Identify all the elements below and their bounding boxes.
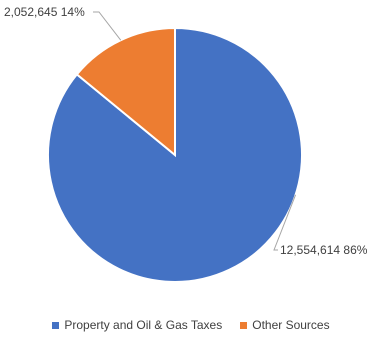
legend-swatch-blue — [52, 321, 60, 329]
data-label: 12,554,614 86% — [280, 243, 368, 257]
pie-slices — [47, 26, 303, 283]
legend-item-property-oil-gas[interactable]: Property and Oil & Gas Taxes — [52, 318, 222, 332]
leader-line — [93, 11, 122, 41]
data-labels: 12,554,614 86% 2,052,645 14% — [4, 5, 368, 257]
leader-lines — [93, 11, 297, 251]
leader-line — [273, 194, 297, 251]
legend-swatch-orange — [240, 321, 248, 329]
legend-label: Property and Oil & Gas Taxes — [64, 318, 223, 332]
legend-item-other-sources[interactable]: Other Sources — [240, 318, 330, 332]
legend: Property and Oil & Gas Taxes Other Sourc… — [0, 318, 382, 332]
data-label: 2,052,645 14% — [4, 5, 85, 19]
legend-label: Other Sources — [252, 318, 330, 332]
